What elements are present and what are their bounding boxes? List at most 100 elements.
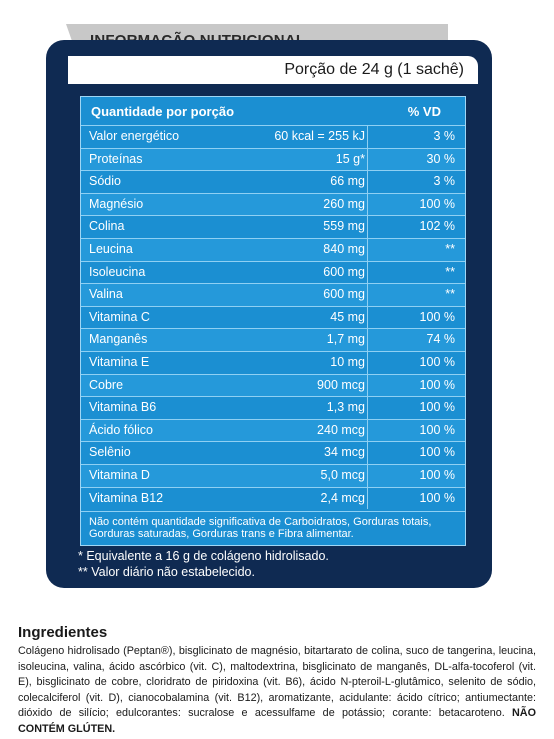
table-footnote: Não contém quantidade significativa de C… <box>81 511 465 545</box>
nutrient-name: Leucina <box>89 241 133 256</box>
table-rows: Valor energético 60 kcal = 255 kJ 3 % Prote… <box>81 125 465 510</box>
nutrient-vd: 100 % <box>419 445 455 460</box>
table-row: Cobre 900 mcg 100 % <box>81 373 465 397</box>
nutrient-amount: 1,3 mg <box>326 400 365 415</box>
table-row: Vitamina D 5,0 mcg 100 % <box>81 463 465 487</box>
nutrient-amount: 1,7 mg <box>326 332 365 347</box>
table-row: Isoleucina 600 mg ** <box>81 260 465 284</box>
nutrient-amount: 15 g* <box>335 151 365 166</box>
table-row: Selênio 34 mcg 100 % <box>81 441 465 464</box>
nutrient-vd: ** <box>445 241 455 256</box>
notes: * Equivalente a 16 g de colágeno hidroli… <box>78 548 329 580</box>
nutrient-vd: 100 % <box>419 490 455 505</box>
serving-size: Porção de 24 g (1 sachê) <box>284 61 464 78</box>
nutrient-name: Valor energético <box>89 129 180 143</box>
nutrient-vd: 100 % <box>419 196 455 211</box>
nutrient-vd: ** <box>445 264 455 279</box>
column-divider <box>367 216 368 238</box>
column-divider <box>367 329 368 351</box>
nutrient-vd: 100 % <box>419 354 455 369</box>
nutrient-amount: 45 mg <box>330 309 365 324</box>
nutrient-amount: 60 kcal = 255 kJ <box>274 129 365 143</box>
nutrient-vd: ** <box>445 287 455 302</box>
table-row: Magnésio 260 mg 100 % <box>81 192 465 216</box>
nutrient-amount: 600 mg <box>323 264 365 279</box>
table-row: Colina 559 mg 102 % <box>81 215 465 238</box>
gluten-warning: NÃO CONTÉM GLÚTEN. <box>18 707 536 735</box>
note-protein: * Equivalente a 16 g de colágeno hidroli… <box>78 549 329 563</box>
table-row: Ácido fólico 240 mcg 100 % <box>81 418 465 442</box>
table-row: Vitamina E 10 mg 100 % <box>81 350 465 374</box>
nutrient-vd: 102 % <box>419 219 455 234</box>
column-divider <box>367 126 368 148</box>
nutrient-name: Vitamina B6 <box>89 400 157 415</box>
column-divider <box>367 193 368 216</box>
table-row: Vitamina B6 1,3 mg 100 % <box>81 396 465 419</box>
table-row: Proteínas 15 g* 30 % <box>81 147 465 171</box>
column-divider <box>367 238 368 261</box>
nutrient-vd: 100 % <box>419 467 455 482</box>
header-quantity: Quantidade por porção <box>91 104 235 119</box>
column-divider <box>367 284 368 306</box>
nutrient-amount: 260 mg <box>323 196 365 211</box>
nutrient-amount: 600 mg <box>323 287 365 302</box>
nutrient-name: Vitamina E <box>89 354 150 369</box>
table-row: Leucina 840 mg ** <box>81 237 465 261</box>
nutrient-amount: 559 mg <box>323 219 365 234</box>
table-row: Vitamina C 45 mg 100 % <box>81 305 465 329</box>
table-row: Valor energético 60 kcal = 255 kJ 3 % <box>81 125 465 148</box>
ingredients-title: Ingredientes <box>18 624 108 641</box>
column-divider <box>367 397 368 419</box>
nutrient-name: Selênio <box>89 445 131 460</box>
table-row: Valina 600 mg ** <box>81 283 465 306</box>
column-divider <box>367 487 368 510</box>
serving-bar: Porção de 24 g (1 sachê) <box>68 56 478 84</box>
column-divider <box>367 374 368 397</box>
column-divider <box>367 419 368 442</box>
nutrient-name: Isoleucina <box>89 264 146 279</box>
nutrient-name: Cobre <box>89 377 124 392</box>
nutrient-name: Sódio <box>89 174 121 189</box>
table-row: Vitamina B12 2,4 mcg 100 % <box>81 486 465 510</box>
ingredients-text: Colágeno hidrolisado (Peptan®), bisglici… <box>18 644 536 737</box>
nutrient-name: Vitamina B12 <box>89 490 164 505</box>
table-row: Manganês 1,7 mg 74 % <box>81 328 465 351</box>
nutrient-name: Proteínas <box>89 151 143 166</box>
nutrient-vd: 100 % <box>419 377 455 392</box>
nutrient-vd: 100 % <box>419 309 455 324</box>
nutrient-name: Vitamina C <box>89 309 150 324</box>
note-dv: ** Valor diário não estabelecido. <box>78 565 255 579</box>
nutrient-name: Manganês <box>89 332 148 347</box>
nutrient-name: Valina <box>89 287 123 302</box>
nutrient-amount: 5,0 mcg <box>320 467 365 482</box>
nutrient-name: Ácido fólico <box>89 422 153 437</box>
nutrient-vd: 100 % <box>419 400 455 415</box>
column-divider <box>367 306 368 329</box>
nutrient-vd: 74 % <box>426 332 456 347</box>
nutrient-amount: 10 mg <box>330 354 365 369</box>
column-divider <box>367 148 368 171</box>
nutrient-amount: 240 mcg <box>317 422 365 437</box>
header-vd: % VD <box>407 104 441 119</box>
nutrient-amount: 840 mg <box>323 241 365 256</box>
nutrient-vd: 30 % <box>426 151 456 166</box>
nutrient-amount: 66 mg <box>330 174 365 189</box>
nutrient-name: Colina <box>89 219 125 234</box>
nutrient-amount: 2,4 mcg <box>320 490 365 505</box>
nutrient-amount: 900 mcg <box>317 377 365 392</box>
footnote-text: Não contém quantidade significativa de C… <box>89 516 432 540</box>
nutrient-vd: 3 % <box>433 174 455 189</box>
nutrient-vd: 3 % <box>433 129 455 143</box>
nutrient-vd: 100 % <box>419 422 455 437</box>
nutrient-name: Magnésio <box>89 196 144 211</box>
table-row: Sódio 66 mg 3 % <box>81 170 465 193</box>
ingredients-list: Colágeno hidrolisado (Peptan®), bisglici… <box>18 645 536 719</box>
nutrient-amount: 34 mcg <box>324 445 365 460</box>
column-divider <box>367 261 368 284</box>
column-divider <box>367 171 368 193</box>
column-divider <box>367 351 368 374</box>
nutrition-table: Quantidade por porção % VD Valor energét… <box>80 96 466 546</box>
nutrient-name: Vitamina D <box>89 467 150 482</box>
table-header: Quantidade por porção % VD <box>81 97 465 125</box>
column-divider <box>367 464 368 487</box>
